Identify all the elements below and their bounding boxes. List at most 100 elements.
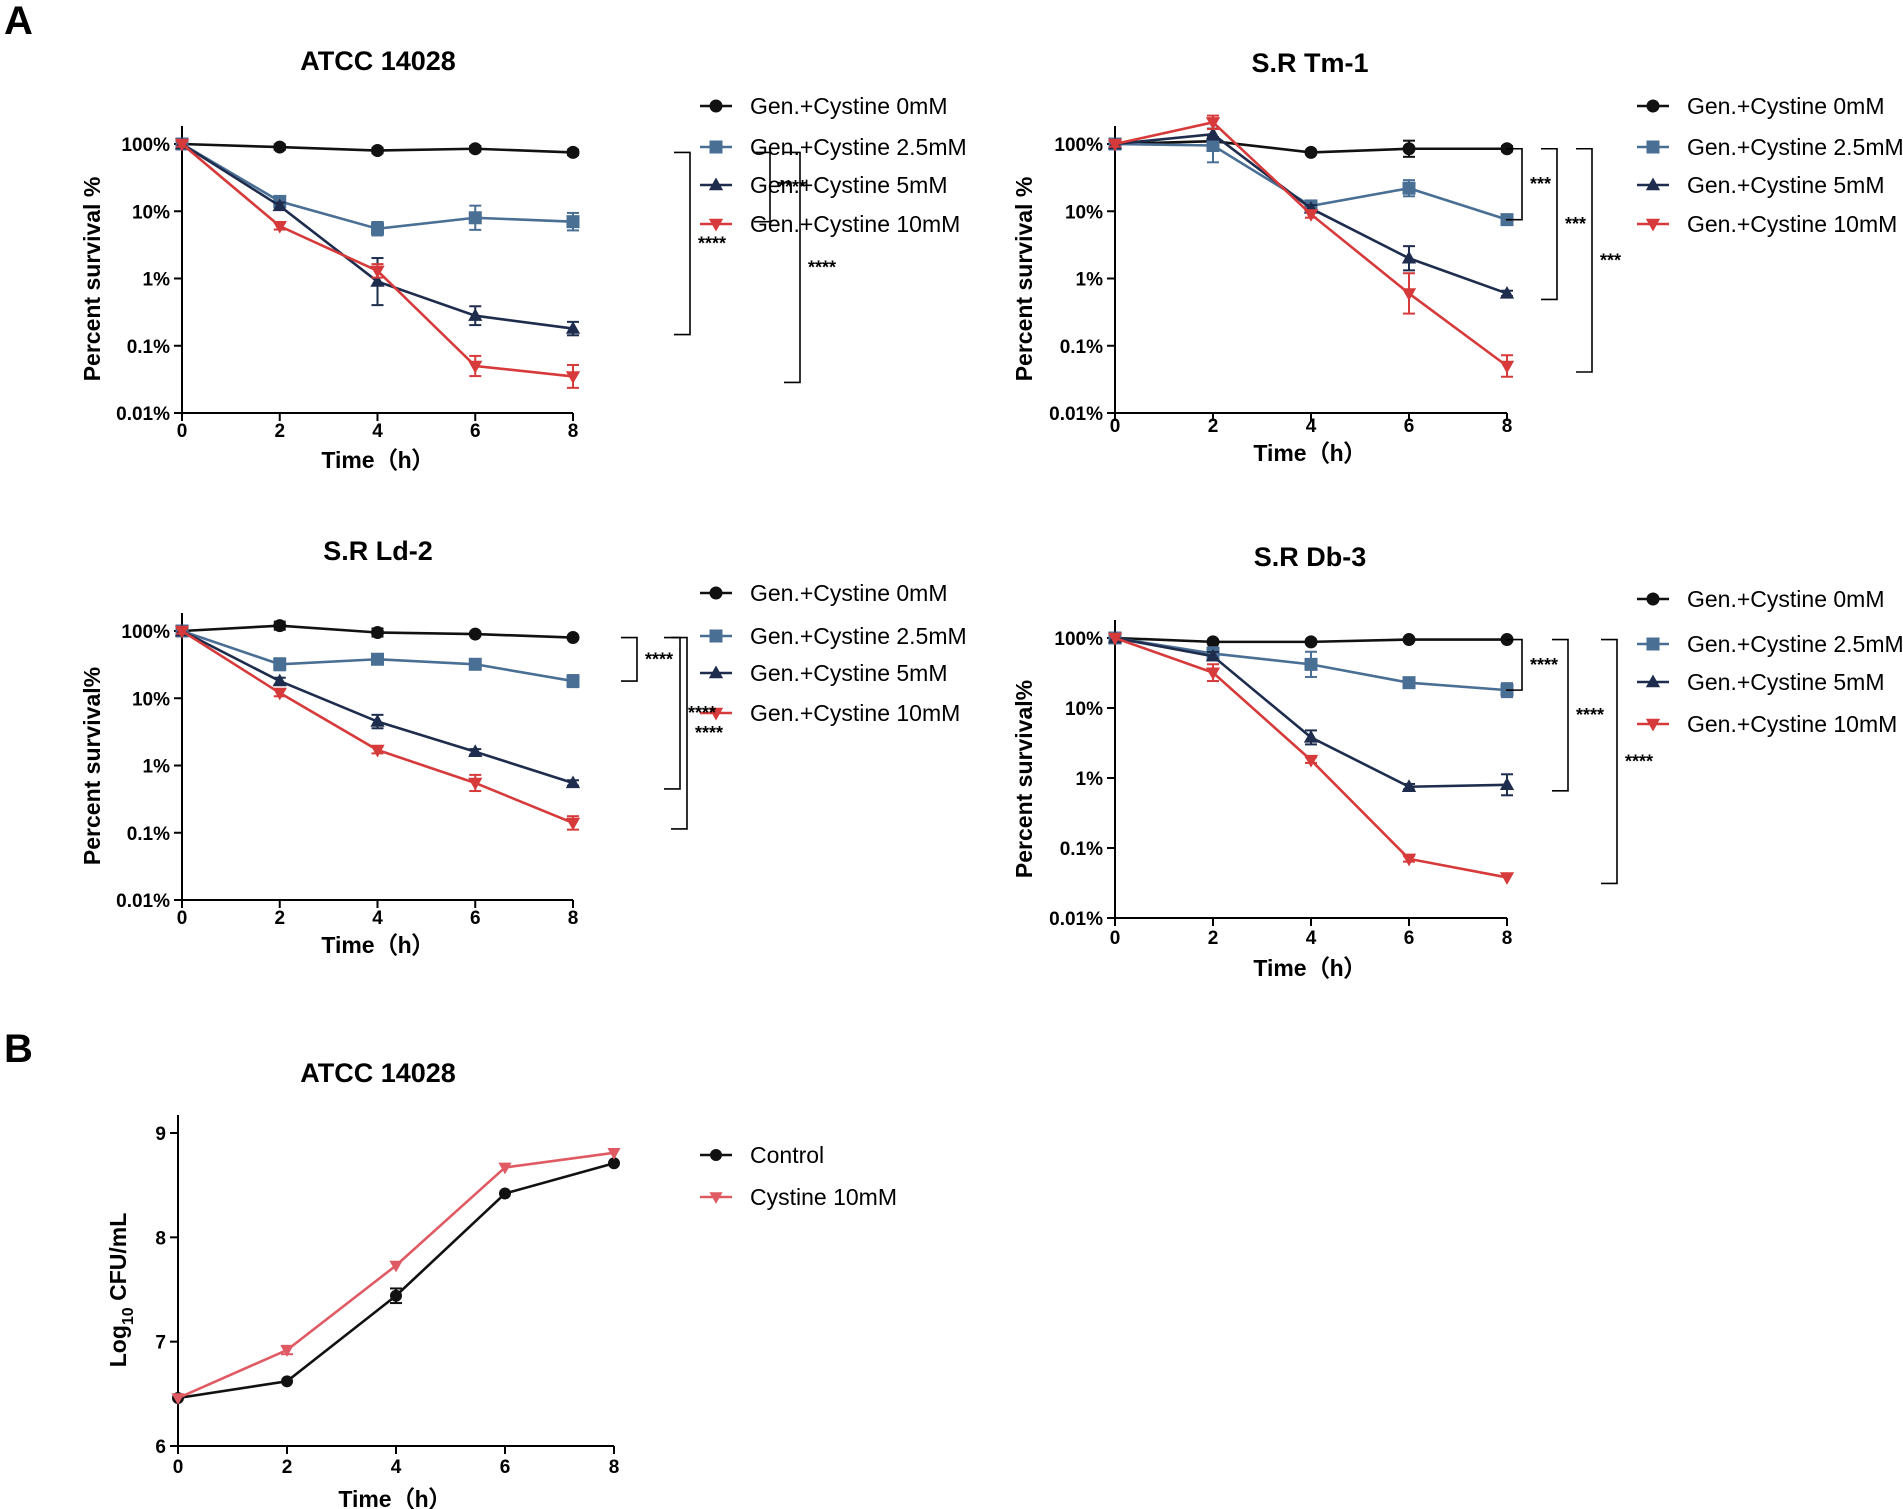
legend-marker — [1645, 218, 1661, 232]
legend-marker — [1645, 177, 1661, 191]
y-tick-label: 8 — [155, 1228, 166, 1249]
series-gen-cystine-2-5mm — [175, 624, 580, 689]
data-point — [1205, 667, 1221, 681]
significance-bracket — [1541, 147, 1558, 301]
y-tick-label: 100% — [121, 622, 170, 643]
data-point — [565, 817, 581, 831]
legend-entry: Gen.+Cystine 10mM — [750, 211, 960, 237]
legend-entry: Gen.+Cystine 10mM — [750, 700, 960, 726]
y-tick-label: 6 — [155, 1437, 166, 1458]
x-tick-label: 6 — [1404, 416, 1415, 437]
data-point — [565, 775, 581, 789]
data-point — [1205, 117, 1221, 130]
x-tick-label: 8 — [1502, 928, 1513, 949]
y-tick-label: 100% — [121, 135, 170, 156]
y-tick-label: 10% — [1065, 202, 1103, 223]
x-axis-label: Time（h） — [321, 932, 434, 958]
data-point — [370, 265, 385, 279]
y-axis-label-subscript: 10 — [120, 1307, 137, 1325]
data-point — [1499, 285, 1515, 299]
y-axis-label: Percent survival% — [79, 667, 105, 865]
x-tick-label: 4 — [372, 908, 383, 929]
legend-entry: Gen.+Cystine 5mM — [1687, 669, 1885, 695]
significance-label: **** — [1625, 751, 1653, 771]
significance-label: *** — [1600, 250, 1621, 270]
x-tick-label: 4 — [391, 1457, 402, 1478]
data-point — [1499, 777, 1515, 790]
legend-entry: Gen.+Cystine 0mM — [750, 93, 948, 119]
legend-entry: Gen.+Cystine 10mM — [1687, 211, 1897, 237]
legend-marker — [1646, 140, 1660, 154]
y-tick-label: 1% — [1076, 270, 1104, 291]
y-tick-label: 0.01% — [1049, 404, 1103, 425]
legend-entry: Gen.+Cystine 5mM — [750, 660, 948, 686]
data-point — [281, 1375, 293, 1388]
data-point — [1401, 250, 1417, 264]
y-axis-label: Percent survival % — [1011, 177, 1037, 382]
significance-bracket — [671, 636, 688, 830]
data-point — [1303, 209, 1319, 222]
significance-bracket — [621, 636, 638, 682]
significance-label: **** — [778, 177, 806, 197]
data-point — [1499, 872, 1515, 885]
data-point — [1402, 181, 1416, 195]
chart-srtm1: S.R Tm-1 100% 10% 1% 0.1% 0.01% 0 2 4 6 8 Time（h） Pe… — [1011, 48, 1903, 466]
x-tick-label: 8 — [1502, 416, 1513, 437]
x-axis-label: Time（h） — [338, 1486, 451, 1509]
data-point — [566, 145, 580, 159]
x-tick-label: 6 — [500, 1457, 511, 1478]
data-point — [371, 625, 384, 639]
chart-atcc14028: ATCC 14028 100% 10% 1% 0.1% 0.01% 0 2 4 6 8 Time（h）… — [79, 46, 967, 473]
significance-label: **** — [1530, 655, 1558, 675]
data-point — [272, 220, 287, 234]
legend-marker — [1646, 99, 1660, 113]
y-tick-label: 0.01% — [116, 404, 170, 425]
data-point — [468, 627, 482, 641]
data-point — [171, 1393, 185, 1405]
data-point — [272, 673, 287, 687]
y-tick-label: 10% — [132, 689, 170, 710]
x-tick-label: 4 — [372, 421, 383, 442]
series-gen-cystine-0mm — [175, 619, 580, 645]
data-point — [1402, 142, 1416, 156]
data-point — [1499, 360, 1515, 374]
data-point — [272, 198, 287, 212]
y-tick-label: 7 — [155, 1333, 166, 1354]
panel-label-a: A — [4, 0, 33, 43]
significance-bracket — [1506, 147, 1523, 221]
data-point — [371, 652, 384, 666]
data-point — [370, 714, 385, 727]
legend-entry: Cystine 10mM — [750, 1184, 897, 1210]
x-axis-label: Time（h） — [1253, 955, 1366, 981]
significance-label: **** — [698, 233, 726, 253]
data-point — [273, 619, 287, 633]
legend-entry: Gen.+Cystine 5mM — [1687, 172, 1885, 198]
legend-marker — [1646, 637, 1660, 651]
x-tick-label: 2 — [282, 1457, 293, 1478]
x-tick-label: 8 — [568, 908, 579, 929]
chart-srld2: S.R Ld-2 100% 10% 1% 0.1% 0.01% 0 2 4 6 8 Time（h） Pe… — [79, 536, 967, 958]
legend-entry: Gen.+Cystine 0mM — [1687, 93, 1885, 119]
data-point — [1107, 138, 1123, 152]
chart-title: ATCC 14028 — [300, 1058, 456, 1088]
x-tick-label: 4 — [1306, 928, 1317, 949]
significance-bracket — [1601, 638, 1618, 885]
data-point — [468, 308, 483, 321]
x-tick-label: 2 — [274, 421, 285, 442]
chart-title: S.R Tm-1 — [1251, 48, 1368, 78]
series-gen-cystine-2-5mm — [1108, 631, 1514, 699]
y-axis-label-unit: CFU/mL — [105, 1213, 131, 1308]
legend-marker — [708, 665, 724, 679]
x-tick-label: 8 — [609, 1457, 620, 1478]
data-point — [565, 321, 581, 334]
chart-title: S.R Ld-2 — [323, 536, 433, 566]
significance-bracket — [1576, 147, 1593, 373]
data-point — [371, 144, 384, 158]
y-tick-label: 0.1% — [127, 824, 170, 845]
legend-entry: Gen.+Cystine 2.5mM — [1687, 134, 1903, 160]
data-point — [1304, 657, 1318, 671]
legend-marker — [708, 177, 724, 191]
y-tick-label: 9 — [155, 1124, 166, 1145]
x-tick-label: 0 — [1110, 928, 1121, 949]
data-point — [566, 631, 580, 645]
